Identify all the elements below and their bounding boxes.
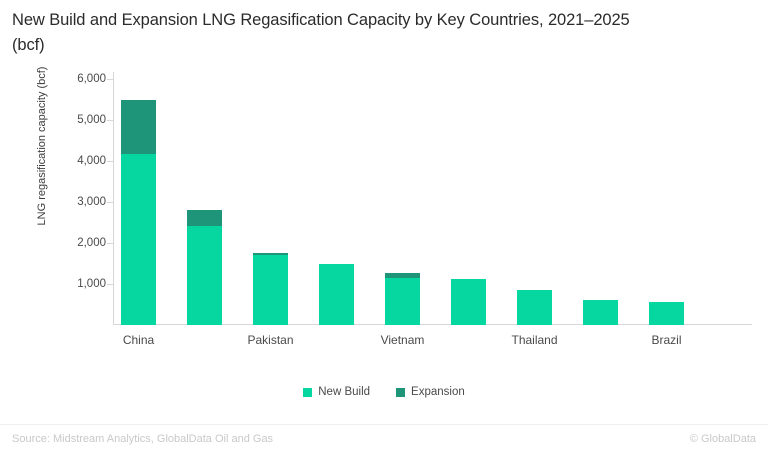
bar-column[interactable] (319, 263, 354, 325)
y-axis-tick-mark (107, 202, 113, 203)
y-axis-tick-mark (107, 161, 113, 162)
y-axis-tick-label: 5,000 (77, 114, 106, 126)
bar-segment-new-build[interactable] (385, 277, 420, 325)
chart-footer: Source: Midstream Analytics, GlobalData … (0, 424, 768, 460)
chart-legend: New Build Expansion (0, 386, 768, 398)
x-axis-tick-label: Pakistan (247, 333, 294, 347)
footer-source-text: Source: Midstream Analytics, GlobalData … (12, 433, 274, 445)
legend-label: Expansion (411, 386, 465, 398)
bar-segment-expansion[interactable] (187, 210, 222, 227)
x-axis-tick-label: Vietnam (380, 333, 425, 347)
legend-swatch-icon (396, 387, 406, 397)
bar-segment-new-build[interactable] (583, 300, 618, 325)
bar-column[interactable] (121, 100, 156, 325)
bar-column[interactable] (187, 210, 222, 325)
footer-copyright-text: © GlobalData (689, 433, 756, 445)
bar-column[interactable] (385, 272, 420, 325)
legend-item[interactable]: Expansion (396, 386, 465, 398)
y-axis-tick-label: 3,000 (77, 196, 106, 208)
bar-segment-new-build[interactable] (517, 290, 552, 325)
bar-column[interactable] (451, 278, 486, 325)
bar-segment-new-build[interactable] (121, 153, 156, 325)
y-axis-tick-labels: 1,000 2,000 3,000 4,000 5,000 6,000 (58, 0, 106, 400)
y-axis-tick-label: 6,000 (77, 73, 106, 85)
bar-column[interactable] (517, 290, 552, 325)
bar-column[interactable] (649, 301, 684, 325)
plot-area: LNG regasification capacity (bcf) 1,000 2… (36, 0, 752, 400)
y-axis-tick-mark (107, 120, 113, 121)
bar-segment-expansion[interactable] (121, 100, 156, 154)
bar-segment-new-build[interactable] (319, 263, 354, 325)
bar-column[interactable] (583, 300, 618, 325)
legend-label: New Build (318, 386, 371, 398)
y-axis-tick-label: 2,000 (77, 237, 106, 249)
x-axis-tick-label: China (122, 333, 155, 347)
legend-swatch-icon (303, 387, 313, 397)
x-axis-tick-label: Brazil (651, 333, 682, 347)
bar-segment-expansion[interactable] (385, 272, 420, 278)
bars-layer (121, 100, 684, 325)
y-axis-tick-label: 1,000 (77, 278, 106, 290)
y-axis-tick-mark (107, 284, 113, 285)
x-axis-line (113, 324, 752, 325)
bar-segment-new-build[interactable] (253, 255, 288, 325)
y-axis-tick-label: 4,000 (77, 155, 106, 167)
bar-segment-expansion[interactable] (253, 252, 288, 256)
chart-title: New Build and Expansion LNG Regasificati… (12, 11, 630, 54)
y-axis-tick-mark (107, 79, 113, 80)
x-axis-tick-label: Thailand (511, 333, 558, 347)
legend-item[interactable]: New Build (303, 386, 370, 398)
y-axis-line (113, 72, 114, 325)
bar-segment-new-build[interactable] (187, 226, 222, 325)
bar-segment-new-build[interactable] (649, 301, 684, 325)
bar-segment-new-build[interactable] (451, 278, 486, 325)
bar-column[interactable] (253, 252, 288, 325)
y-axis-tick-mark (107, 243, 113, 244)
